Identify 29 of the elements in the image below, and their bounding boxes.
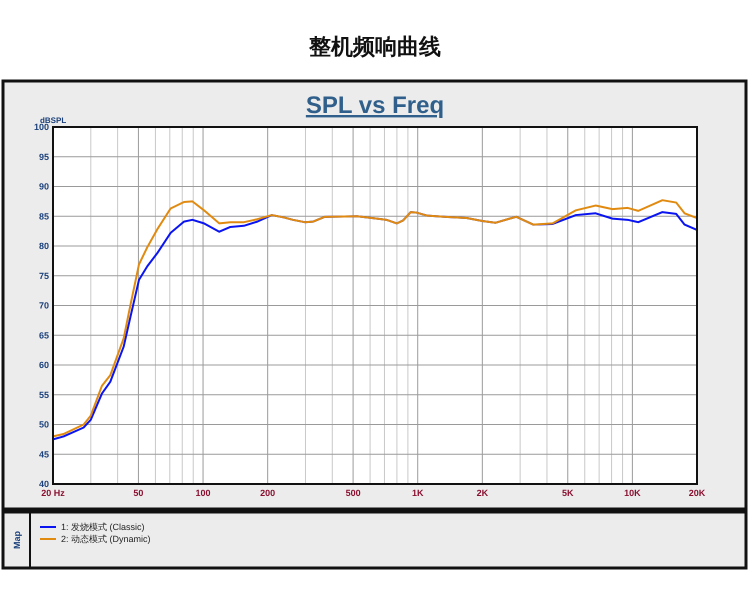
y-axis-title: dBSPL: [40, 116, 66, 125]
x-tick-label: 2K: [476, 488, 489, 498]
y-tick-label: 95: [38, 152, 49, 162]
y-tick-label: 85: [38, 211, 49, 222]
legend-label: 2: 动态模式 (Dynamic): [61, 534, 151, 544]
y-tick-label: 100: [34, 122, 49, 132]
x-tick-label: 100: [196, 488, 211, 498]
chart-subtitle: SPL vs Freq: [306, 92, 444, 119]
x-tick-label: 10K: [624, 488, 642, 498]
y-tick-label: 50: [38, 420, 49, 430]
y-tick-label: 90: [38, 182, 49, 192]
x-tick-label: 200: [260, 488, 276, 498]
x-tick-label: 20 Hz: [41, 488, 66, 498]
y-tick-label: 65: [38, 330, 49, 340]
y-tick-label: 80: [38, 241, 49, 251]
text: Map: [12, 530, 22, 549]
x-tick-label: 1K: [412, 488, 424, 498]
y-tick-label: 75: [38, 270, 49, 281]
y-tick-label: 70: [38, 300, 49, 310]
y-tick-label: 45: [38, 449, 49, 460]
y-tick-label: 40: [38, 479, 49, 489]
legend-label: 1: 发烧模式 (Classic): [61, 522, 145, 532]
x-tick-label: 5K: [562, 488, 574, 498]
y-tick-label: 55: [38, 390, 49, 400]
x-tick-label: 50: [133, 488, 144, 498]
x-tick-label: 500: [346, 488, 361, 498]
y-tick-label: 60: [38, 360, 49, 370]
chart-title: 整机频响曲线: [308, 34, 441, 59]
x-tick-label: 20K: [688, 488, 706, 498]
